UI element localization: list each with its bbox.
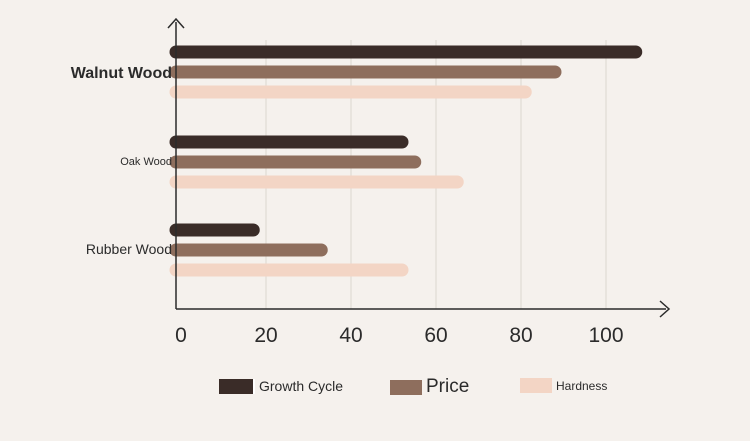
- x-tick-labels: 0 20 40 60 80 100: [175, 324, 623, 347]
- x-tick-label: 80: [509, 324, 532, 347]
- legend-label-price: Price: [426, 376, 470, 397]
- x-axis-arrow-icon: [659, 300, 671, 318]
- category-label-rubber-wood: Rubber Wood: [86, 241, 172, 257]
- axes: [167, 17, 671, 318]
- category-label-walnut-wood: Walnut Wood: [71, 65, 172, 82]
- legend-label-growth-cycle: Growth Cycle: [259, 378, 344, 394]
- legend-item-growth-cycle: Growth Cycle: [219, 378, 343, 394]
- bars: [169, 45, 643, 277]
- category-label-oak-wood: Oak Wood: [120, 156, 172, 168]
- category-labels: Walnut Wood Oak Wood Rubber Wood: [71, 65, 172, 257]
- x-tick-label: 100: [588, 324, 623, 347]
- legend-swatch-price: [390, 379, 422, 395]
- legend-item-price: Price: [390, 376, 469, 398]
- legend-swatch-hardness: [520, 378, 552, 393]
- y-axis-arrow-icon: [167, 17, 185, 29]
- x-tick-label: 60: [424, 324, 447, 347]
- legend-item-hardness: Hardness: [520, 378, 607, 393]
- x-tick-label: 40: [339, 324, 362, 347]
- x-tick-label: 20: [254, 324, 277, 347]
- legend-label-hardness: Hardness: [556, 378, 608, 393]
- legend-swatch-growth-cycle: [219, 378, 255, 394]
- x-tick-label: 0: [175, 324, 187, 347]
